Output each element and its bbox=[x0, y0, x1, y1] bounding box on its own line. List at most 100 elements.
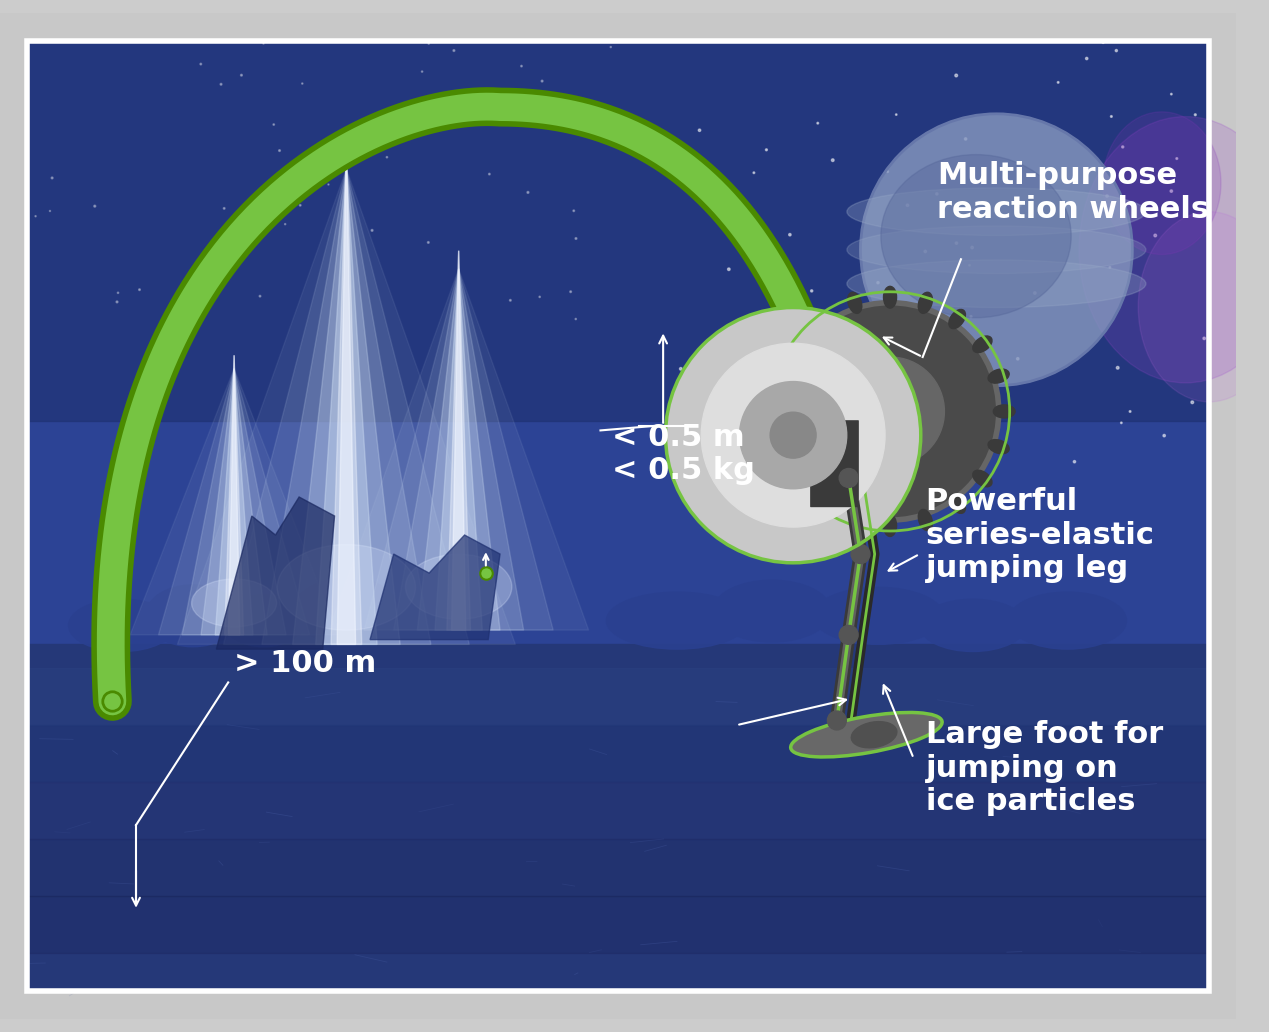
Text: < 0.5 m
< 0.5 kg: < 0.5 m < 0.5 kg bbox=[613, 423, 755, 485]
Point bbox=[1185, 106, 1206, 123]
Point bbox=[444, 42, 464, 59]
Circle shape bbox=[836, 357, 944, 465]
Point bbox=[868, 326, 888, 343]
Ellipse shape bbox=[791, 712, 942, 756]
Ellipse shape bbox=[848, 510, 862, 530]
Point bbox=[717, 394, 737, 411]
Polygon shape bbox=[371, 535, 500, 640]
Point bbox=[1145, 227, 1165, 244]
Point bbox=[947, 235, 967, 252]
Point bbox=[961, 309, 981, 325]
Ellipse shape bbox=[949, 494, 966, 513]
Point bbox=[165, 305, 185, 322]
Point bbox=[108, 285, 128, 301]
Ellipse shape bbox=[846, 226, 1146, 273]
Ellipse shape bbox=[1138, 212, 1269, 401]
Ellipse shape bbox=[192, 579, 277, 626]
Ellipse shape bbox=[851, 721, 897, 748]
Ellipse shape bbox=[881, 155, 1071, 318]
Point bbox=[566, 311, 586, 327]
Point bbox=[956, 131, 976, 148]
Ellipse shape bbox=[788, 336, 807, 353]
Text: Large foot for
jumping on
ice particles: Large foot for jumping on ice particles bbox=[925, 720, 1162, 816]
Point bbox=[968, 373, 989, 389]
Point bbox=[886, 106, 906, 123]
Ellipse shape bbox=[69, 600, 175, 651]
Point bbox=[190, 56, 211, 72]
Ellipse shape bbox=[772, 440, 792, 454]
Point bbox=[1161, 183, 1181, 199]
Text: Powerful
series-elastic
jumping leg: Powerful series-elastic jumping leg bbox=[925, 487, 1155, 583]
Point bbox=[563, 202, 584, 219]
Point bbox=[1108, 359, 1128, 376]
Polygon shape bbox=[225, 355, 244, 635]
Point bbox=[775, 318, 796, 334]
Point bbox=[518, 184, 538, 200]
Circle shape bbox=[839, 469, 858, 487]
Point bbox=[692, 392, 712, 409]
Ellipse shape bbox=[989, 369, 1009, 383]
Ellipse shape bbox=[713, 580, 831, 642]
Point bbox=[42, 169, 62, 186]
Polygon shape bbox=[159, 368, 310, 635]
Point bbox=[671, 153, 692, 169]
Polygon shape bbox=[131, 368, 338, 635]
Point bbox=[500, 292, 520, 309]
Point bbox=[708, 332, 728, 349]
Point bbox=[926, 186, 947, 202]
Circle shape bbox=[770, 412, 816, 458]
Point bbox=[25, 207, 46, 224]
Ellipse shape bbox=[788, 471, 807, 487]
Bar bbox=[27, 897, 1209, 954]
Ellipse shape bbox=[1079, 117, 1269, 383]
Point bbox=[275, 216, 296, 232]
Bar bbox=[27, 668, 1209, 725]
Ellipse shape bbox=[772, 369, 792, 383]
Ellipse shape bbox=[1009, 592, 1127, 649]
Point bbox=[802, 283, 822, 299]
Point bbox=[921, 416, 942, 432]
Point bbox=[419, 234, 439, 251]
Point bbox=[1112, 415, 1132, 431]
Polygon shape bbox=[261, 169, 431, 644]
Bar bbox=[27, 644, 1209, 992]
Point bbox=[897, 197, 917, 214]
Point bbox=[756, 141, 777, 158]
Point bbox=[1161, 86, 1181, 102]
Text: Multi-purpose
reaction wheels: Multi-purpose reaction wheels bbox=[938, 161, 1209, 224]
Point bbox=[718, 356, 739, 373]
Ellipse shape bbox=[846, 188, 1146, 235]
Polygon shape bbox=[201, 368, 268, 635]
Point bbox=[1113, 138, 1133, 155]
Point bbox=[780, 309, 801, 325]
Ellipse shape bbox=[846, 260, 1146, 308]
Point bbox=[412, 63, 433, 79]
Ellipse shape bbox=[919, 510, 933, 530]
Ellipse shape bbox=[973, 471, 992, 487]
Point bbox=[254, 35, 274, 52]
Point bbox=[670, 360, 690, 377]
Point bbox=[786, 415, 806, 431]
Point bbox=[792, 390, 812, 407]
Point bbox=[1107, 42, 1127, 59]
Point bbox=[39, 202, 60, 219]
Point bbox=[877, 163, 897, 180]
Point bbox=[947, 67, 967, 84]
Point bbox=[291, 197, 311, 214]
Point bbox=[85, 198, 105, 215]
Point bbox=[779, 226, 799, 243]
Point bbox=[1194, 330, 1214, 347]
Point bbox=[600, 39, 621, 56]
Ellipse shape bbox=[815, 310, 831, 328]
Point bbox=[959, 257, 980, 273]
Ellipse shape bbox=[146, 585, 240, 647]
Circle shape bbox=[860, 114, 1132, 386]
Point bbox=[1101, 108, 1122, 125]
Point bbox=[1010, 197, 1030, 214]
Text: > 100 m: > 100 m bbox=[233, 649, 377, 678]
Point bbox=[231, 67, 251, 84]
Point bbox=[1154, 427, 1174, 444]
Point bbox=[825, 334, 845, 351]
Point bbox=[1048, 74, 1068, 91]
Point bbox=[129, 282, 150, 298]
